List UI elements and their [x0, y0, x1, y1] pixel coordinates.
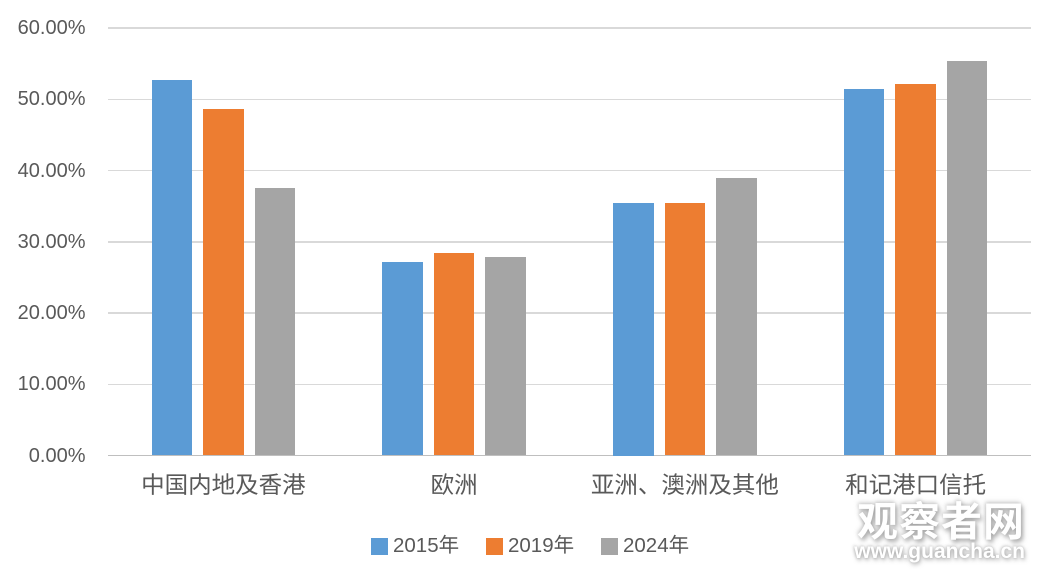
bar — [203, 109, 244, 456]
legend-label: 2019年 — [508, 534, 575, 557]
category-label: 中国内地及香港 — [141, 472, 306, 498]
gridline — [108, 241, 1031, 243]
bar — [664, 203, 706, 456]
y-tick-label: 60.00% — [17, 17, 86, 39]
gridline — [108, 312, 1031, 314]
y-tick-label: 20.00% — [17, 302, 86, 324]
gridline — [108, 169, 1031, 172]
bar — [382, 261, 423, 456]
y-tick-label: 50.00% — [17, 88, 86, 111]
y-tick-label: 10.00% — [17, 373, 86, 396]
bar — [254, 187, 296, 456]
legend-item: 2015年 — [371, 535, 459, 557]
bar — [151, 80, 193, 456]
gridline — [108, 27, 1031, 29]
legend-item: 2024年 — [601, 535, 689, 557]
gridline — [108, 98, 1031, 100]
category-label: 欧洲 — [430, 472, 478, 498]
bar — [433, 253, 475, 456]
bar — [613, 202, 654, 456]
bar — [716, 178, 757, 456]
watermark-url-text: www.guancha.cn — [854, 540, 1025, 563]
gridline — [108, 383, 1031, 385]
y-tick-label: 40.00% — [17, 159, 86, 182]
legend-label: 2015年 — [393, 534, 460, 557]
watermark-brand-text: 观察者网 — [857, 488, 1025, 548]
watermark: 观察者网 www.guancha.cn — [854, 488, 1025, 563]
y-tick-label: 30.00% — [17, 230, 86, 253]
legend-swatch — [371, 537, 388, 555]
bar — [485, 257, 526, 456]
bar — [895, 84, 936, 456]
legend-label: 2024年 — [623, 534, 690, 557]
bar — [946, 60, 988, 456]
x-axis-line — [108, 454, 1031, 457]
y-tick-label: 0.00% — [28, 444, 86, 467]
legend-swatch — [486, 537, 503, 555]
category-label: 和记港口信托 — [845, 472, 987, 498]
bar — [843, 89, 885, 456]
legend-swatch — [601, 537, 618, 555]
legend-item: 2019年 — [486, 535, 574, 557]
category-label: 亚洲、澳洲及其他 — [590, 472, 779, 498]
